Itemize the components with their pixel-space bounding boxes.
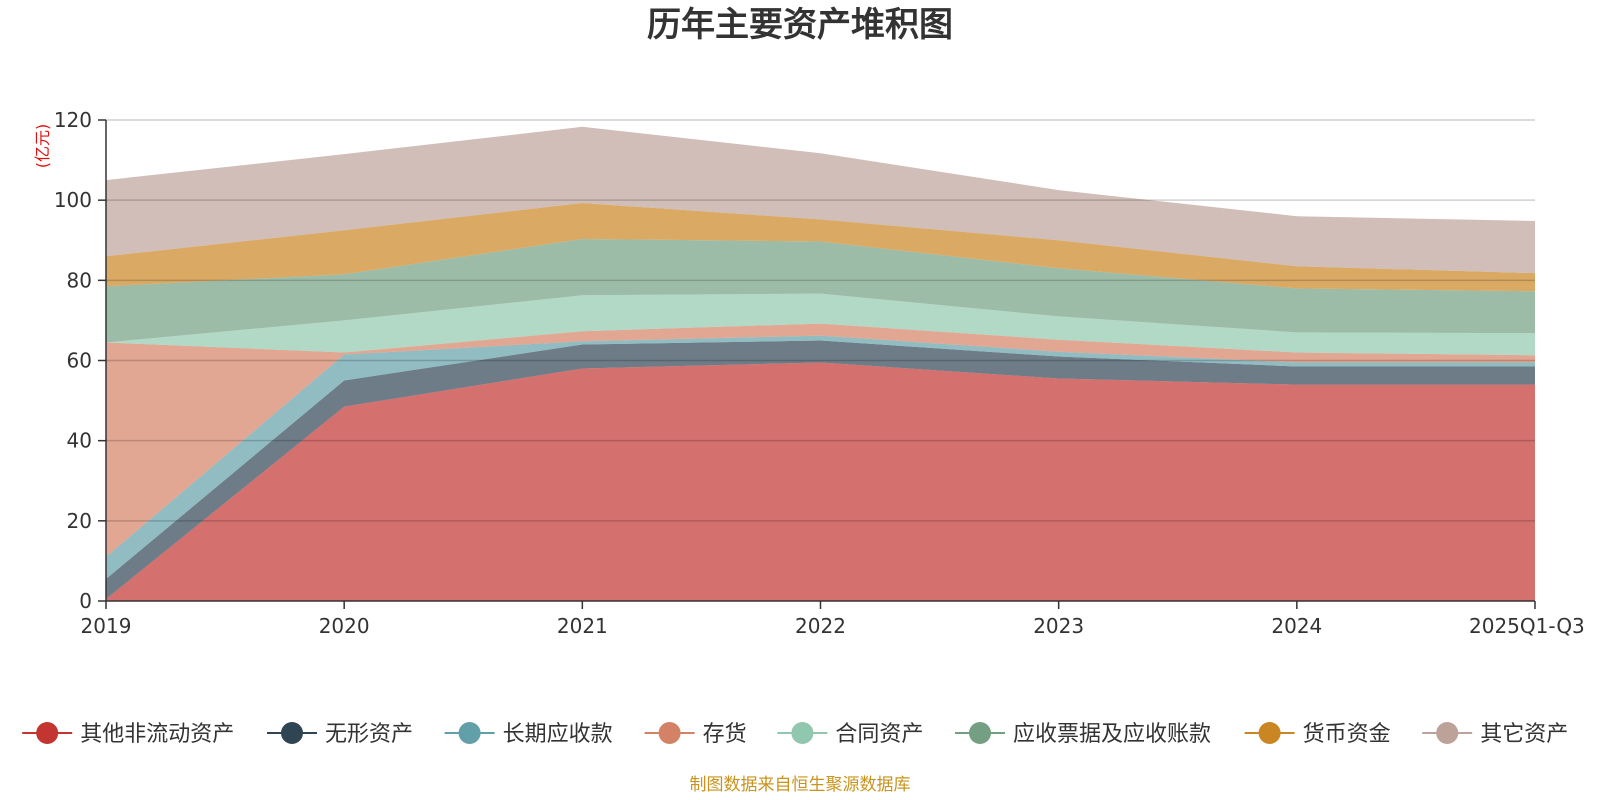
y-tick-label: 100 (54, 188, 92, 212)
legend-marker-icon (458, 722, 481, 744)
legend-marker-icon (1436, 722, 1459, 744)
legend-label: 其他非流动资产 (80, 722, 234, 747)
grid-lines (106, 119, 1535, 522)
y-tick-label: 80 (67, 268, 92, 292)
x-tick-label: 2020 (319, 614, 370, 638)
legend-label: 无形资产 (325, 722, 413, 747)
legend-item-8[interactable]: 其它资产 (1422, 722, 1568, 747)
chart-title: 历年主要资产堆积图 (647, 5, 953, 45)
legend-marker-icon (281, 722, 303, 744)
x-tick-label: 2023 (1033, 614, 1084, 638)
legend-item-4[interactable]: 存货 (644, 722, 747, 747)
area-series-5 (106, 293, 1535, 356)
legend-label: 货币资金 (1303, 722, 1391, 747)
legend-item-6[interactable]: 应收票据及应收账款 (955, 722, 1211, 747)
y-tick-label: 20 (67, 509, 92, 533)
y-tick-label: 0 (79, 589, 92, 613)
legend-label: 长期应收款 (503, 722, 613, 747)
y-tick-label: 40 (67, 429, 92, 453)
y-tick-label: 120 (54, 108, 92, 132)
area-series-6 (106, 239, 1535, 343)
legend-item-2[interactable]: 无形资产 (267, 722, 413, 747)
area-series (106, 126, 1535, 601)
legend[interactable]: 其他非流动资产 无形资产 长期应收款 存货 合同资产 应收票据及应收账款 货币资金 其它资产 (22, 722, 1568, 747)
area-series-7 (106, 203, 1535, 292)
y-axis-unit-label: (亿元) (33, 124, 52, 169)
legend-label: 存货 (703, 722, 747, 747)
x-tick-label: 2019 (81, 614, 132, 638)
legend-label: 其它资产 (1480, 722, 1568, 747)
x-tick-label: 2024 (1271, 614, 1322, 638)
y-tick-label: 60 (67, 349, 92, 373)
axes: 0 20 40 60 80 100 120 2019 2020 2021 2022 2023 2024 2… (54, 108, 1585, 638)
x-tick-label: 2022 (795, 614, 846, 638)
legend-label: 应收票据及应收账款 (1013, 722, 1211, 747)
legend-marker-icon (1258, 722, 1281, 744)
area-series-8 (106, 126, 1535, 274)
area-series-1 (106, 362, 1535, 601)
legend-item-5[interactable]: 合同资产 (777, 722, 923, 747)
legend-item-3[interactable]: 长期应收款 (444, 722, 613, 747)
legend-label: 合同资产 (835, 722, 923, 747)
legend-marker-icon (36, 722, 59, 744)
x-tick-label: 2025Q1-Q3 (1469, 614, 1585, 638)
legend-item-7[interactable]: 货币资金 (1244, 722, 1391, 747)
legend-marker-icon (969, 722, 991, 744)
legend-marker-icon (791, 722, 814, 744)
legend-item-1[interactable]: 其他非流动资产 (22, 722, 234, 747)
legend-marker-icon (658, 722, 681, 744)
data-source-note: 制图数据来自恒生聚源数据库 (690, 775, 911, 795)
x-tick-label: 2021 (557, 614, 608, 638)
